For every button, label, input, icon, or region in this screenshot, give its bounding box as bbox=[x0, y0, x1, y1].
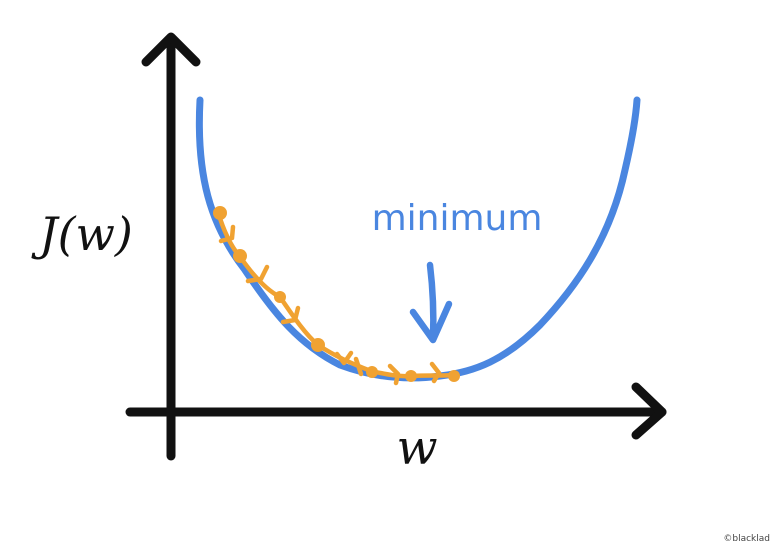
step-chevron bbox=[429, 361, 442, 384]
y-axis-label: J(w) bbox=[31, 207, 133, 261]
step-point bbox=[311, 338, 325, 352]
step-point bbox=[274, 291, 286, 303]
minimum-label: minimum bbox=[372, 198, 543, 239]
step-point bbox=[233, 249, 247, 263]
x-axis-label: w bbox=[396, 420, 437, 476]
x-axis-arrowhead bbox=[631, 382, 667, 440]
step-point bbox=[405, 370, 417, 382]
step-chevron bbox=[245, 264, 270, 284]
minimum-arrow-icon bbox=[409, 261, 453, 344]
y-axis-arrowhead bbox=[141, 32, 201, 67]
step-point bbox=[213, 206, 227, 220]
step-chevron bbox=[280, 305, 301, 325]
step-chevron bbox=[218, 224, 236, 244]
step-tick bbox=[353, 356, 364, 377]
step-chevron bbox=[334, 350, 354, 366]
step-chevron bbox=[387, 363, 401, 386]
axes bbox=[125, 32, 667, 461]
step-points bbox=[213, 206, 460, 382]
step-point bbox=[448, 370, 460, 382]
watermark: ©blacklad bbox=[723, 534, 770, 544]
step-point bbox=[366, 366, 378, 378]
